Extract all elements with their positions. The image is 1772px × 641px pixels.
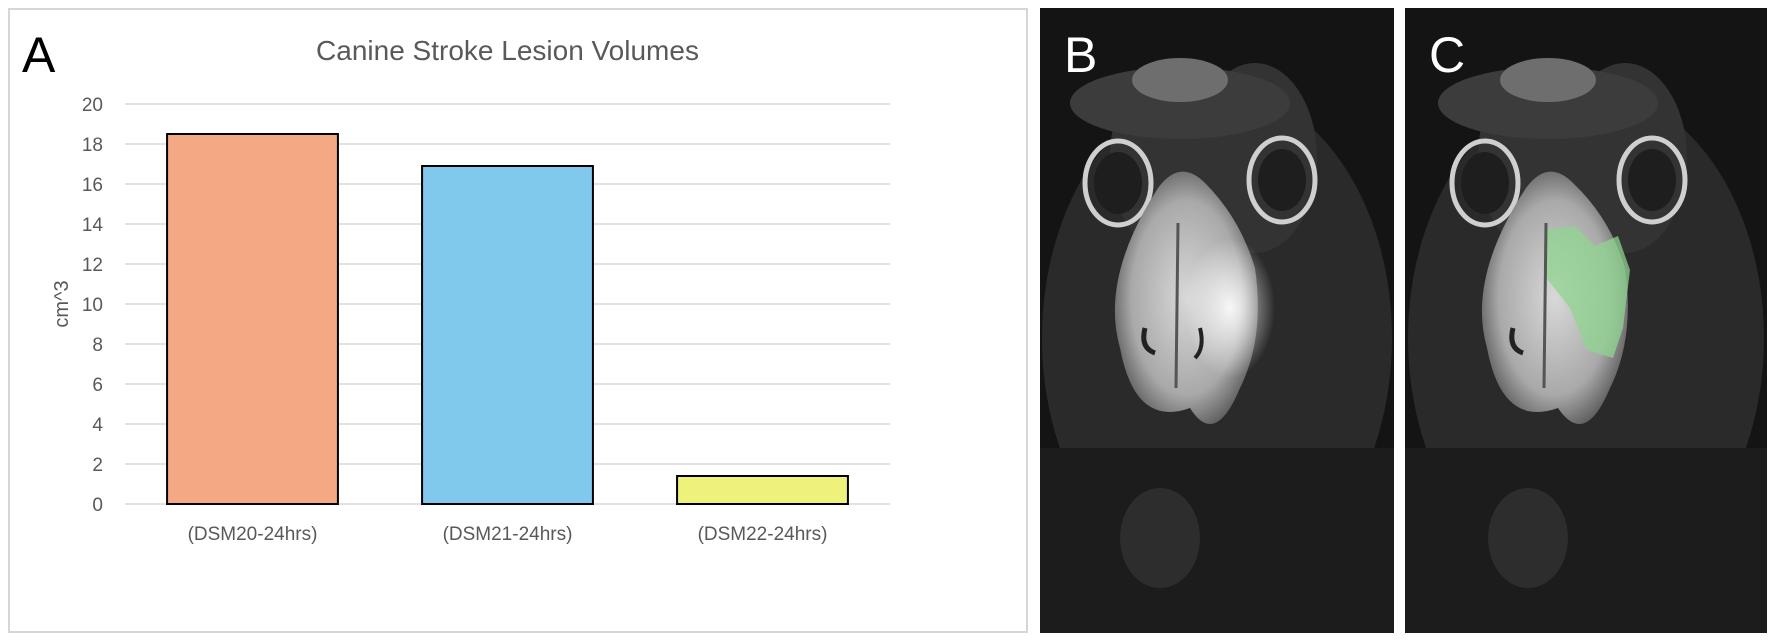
panel-label-c: C: [1429, 27, 1466, 83]
chart-panel: A Canine Stroke Lesion Volumes cm^3 0 2 4 6 8 1…: [8, 8, 1028, 633]
brain-mri-segmented-icon: [1405, 8, 1767, 633]
y-tick-label: 16: [82, 175, 103, 196]
lesion-overlay: [1545, 226, 1630, 358]
x-tick-label: (DSM20-24hrs): [188, 524, 318, 545]
y-tick-label: 0: [92, 495, 103, 516]
y-tick-label: 8: [92, 335, 103, 356]
y-axis-label: cm^3: [51, 280, 73, 327]
bar: [421, 165, 594, 505]
bar-chart: Canine Stroke Lesion Volumes cm^3 0 2 4 6 8 10 1…: [51, 35, 890, 545]
bar: [166, 133, 339, 505]
panel-label-b: B: [1064, 27, 1098, 83]
panel-label-a: A: [22, 27, 56, 83]
x-tick-label: (DSM21-24hrs): [443, 524, 573, 545]
y-tick-label: 18: [82, 135, 103, 156]
x-tick-label: (DSM22-24hrs): [698, 524, 828, 545]
y-tick-label: 10: [82, 295, 103, 316]
bar: [676, 475, 849, 505]
y-tick-label: 6: [92, 375, 103, 396]
y-tick-label: 12: [82, 255, 103, 276]
mri-panel-c: C: [1405, 8, 1767, 633]
y-tick-label: 4: [92, 415, 103, 436]
y-tick-label: 14: [82, 215, 104, 236]
y-tick-label: 2: [92, 455, 103, 476]
brain-mri-icon: [1040, 8, 1394, 633]
mri-panel-b: B: [1040, 8, 1394, 633]
chart-title: Canine Stroke Lesion Volumes: [316, 35, 699, 66]
y-tick-label: 20: [82, 95, 103, 116]
